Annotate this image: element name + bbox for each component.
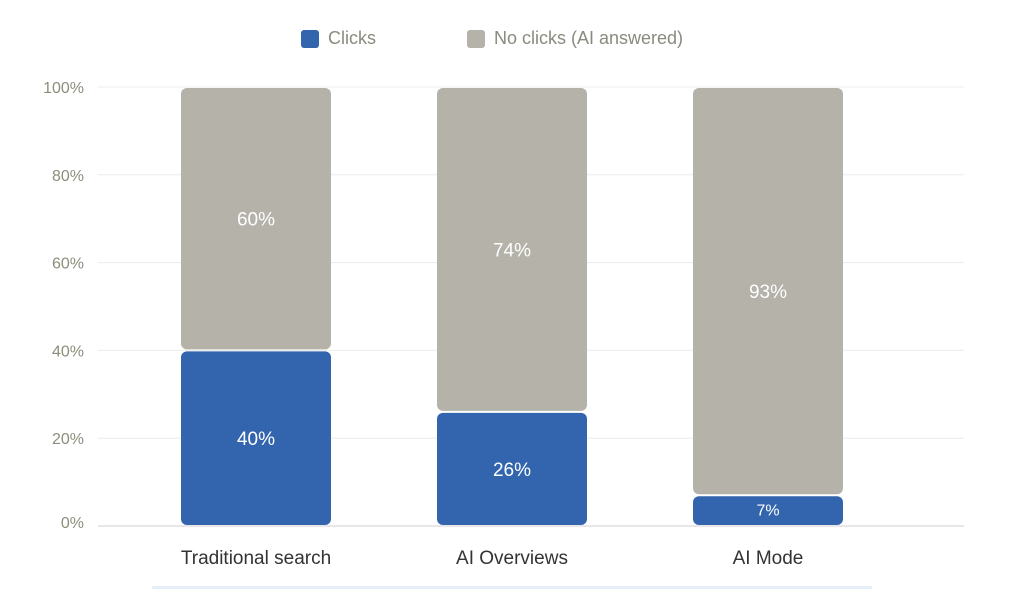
bar-data-label: 40% <box>237 429 275 450</box>
legend-item-clicks[interactable]: Clicks <box>301 28 376 49</box>
x-category-label: AI Mode <box>733 548 804 569</box>
scroll-indicator <box>152 586 872 589</box>
bar-data-label: 60% <box>237 210 275 231</box>
bar-data-label: 26% <box>493 460 531 481</box>
bar-segment-no-clicks <box>437 88 587 411</box>
x-category-label: Traditional search <box>181 548 331 569</box>
bar-segment-clicks <box>437 412 587 525</box>
y-tick-label: 100% <box>43 80 84 97</box>
y-tick-label: 0% <box>61 515 84 532</box>
y-tick-label: 80% <box>52 168 84 185</box>
y-tick-label: 20% <box>52 431 84 448</box>
legend-item-no-clicks[interactable]: No clicks (AI answered) <box>467 28 683 49</box>
bar-data-label: 93% <box>749 282 787 303</box>
bar-segment-clicks <box>693 496 843 525</box>
legend: Clicks No clicks (AI answered) <box>0 28 1024 52</box>
legend-swatch-no-clicks <box>467 29 485 48</box>
legend-label-no-clicks: No clicks (AI answered) <box>494 28 684 48</box>
x-category-label: AI Overviews <box>456 548 568 569</box>
bar-segment-no-clicks <box>181 88 331 350</box>
bar-segment-no-clicks <box>693 88 843 495</box>
bar-segment-clicks <box>181 351 331 525</box>
y-tick-label: 40% <box>52 343 84 360</box>
bar-data-label: 74% <box>493 240 531 261</box>
legend-swatch-clicks <box>301 29 319 48</box>
y-tick-label: 60% <box>52 256 84 273</box>
legend-label-clicks: Clicks <box>328 28 376 48</box>
bar-data-label: 7% <box>756 503 779 520</box>
